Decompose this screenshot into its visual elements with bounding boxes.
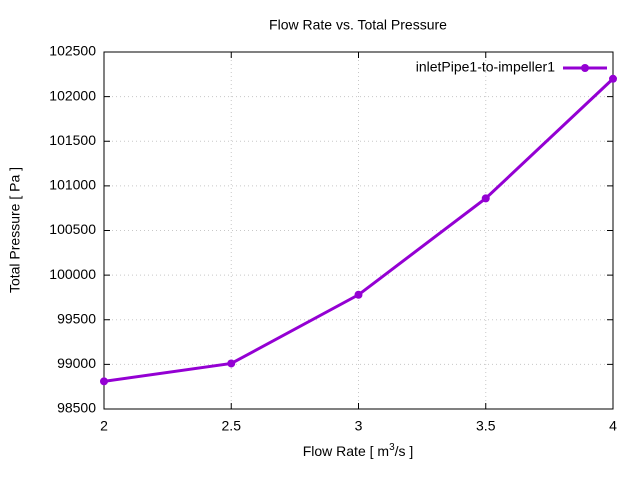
x-axis-label: Flow Rate [ m3/s ]	[303, 442, 414, 459]
y-tick-label: 100000	[49, 266, 96, 282]
y-tick-label: 100500	[49, 221, 96, 237]
plot-frame	[103, 51, 614, 410]
y-tick-label: 101500	[49, 132, 96, 148]
x-tick-label: 3.5	[476, 418, 496, 434]
x-tick-label: 3	[355, 418, 363, 434]
legend-marker	[581, 64, 589, 72]
chart-title: Flow Rate vs. Total Pressure	[269, 17, 447, 33]
data-point	[481, 194, 490, 203]
legend-label: inletPipe1-to-impeller1	[416, 59, 556, 75]
data-point	[354, 290, 363, 299]
data-point	[227, 359, 236, 368]
y-tick-label: 102000	[49, 87, 96, 103]
x-axis-label-part: Flow Rate [ m	[303, 443, 389, 459]
y-axis-label: Total Pressure [ Pa ]	[7, 167, 23, 293]
x-axis-label-part: /s ]	[395, 443, 414, 459]
y-tick-label: 98500	[57, 400, 96, 416]
x-tick-label: 2	[100, 418, 108, 434]
x-tick-label: 2.5	[222, 418, 242, 434]
x-axis-label-sup: 3	[389, 442, 395, 453]
data-point	[100, 377, 108, 386]
data-point	[609, 74, 617, 83]
x-tick-label: 4	[609, 418, 617, 434]
y-tick-label: 102500	[49, 43, 96, 59]
y-tick-label: 101000	[49, 177, 96, 193]
y-tick-label: 99500	[57, 310, 96, 326]
y-tick-label: 99000	[57, 355, 96, 371]
